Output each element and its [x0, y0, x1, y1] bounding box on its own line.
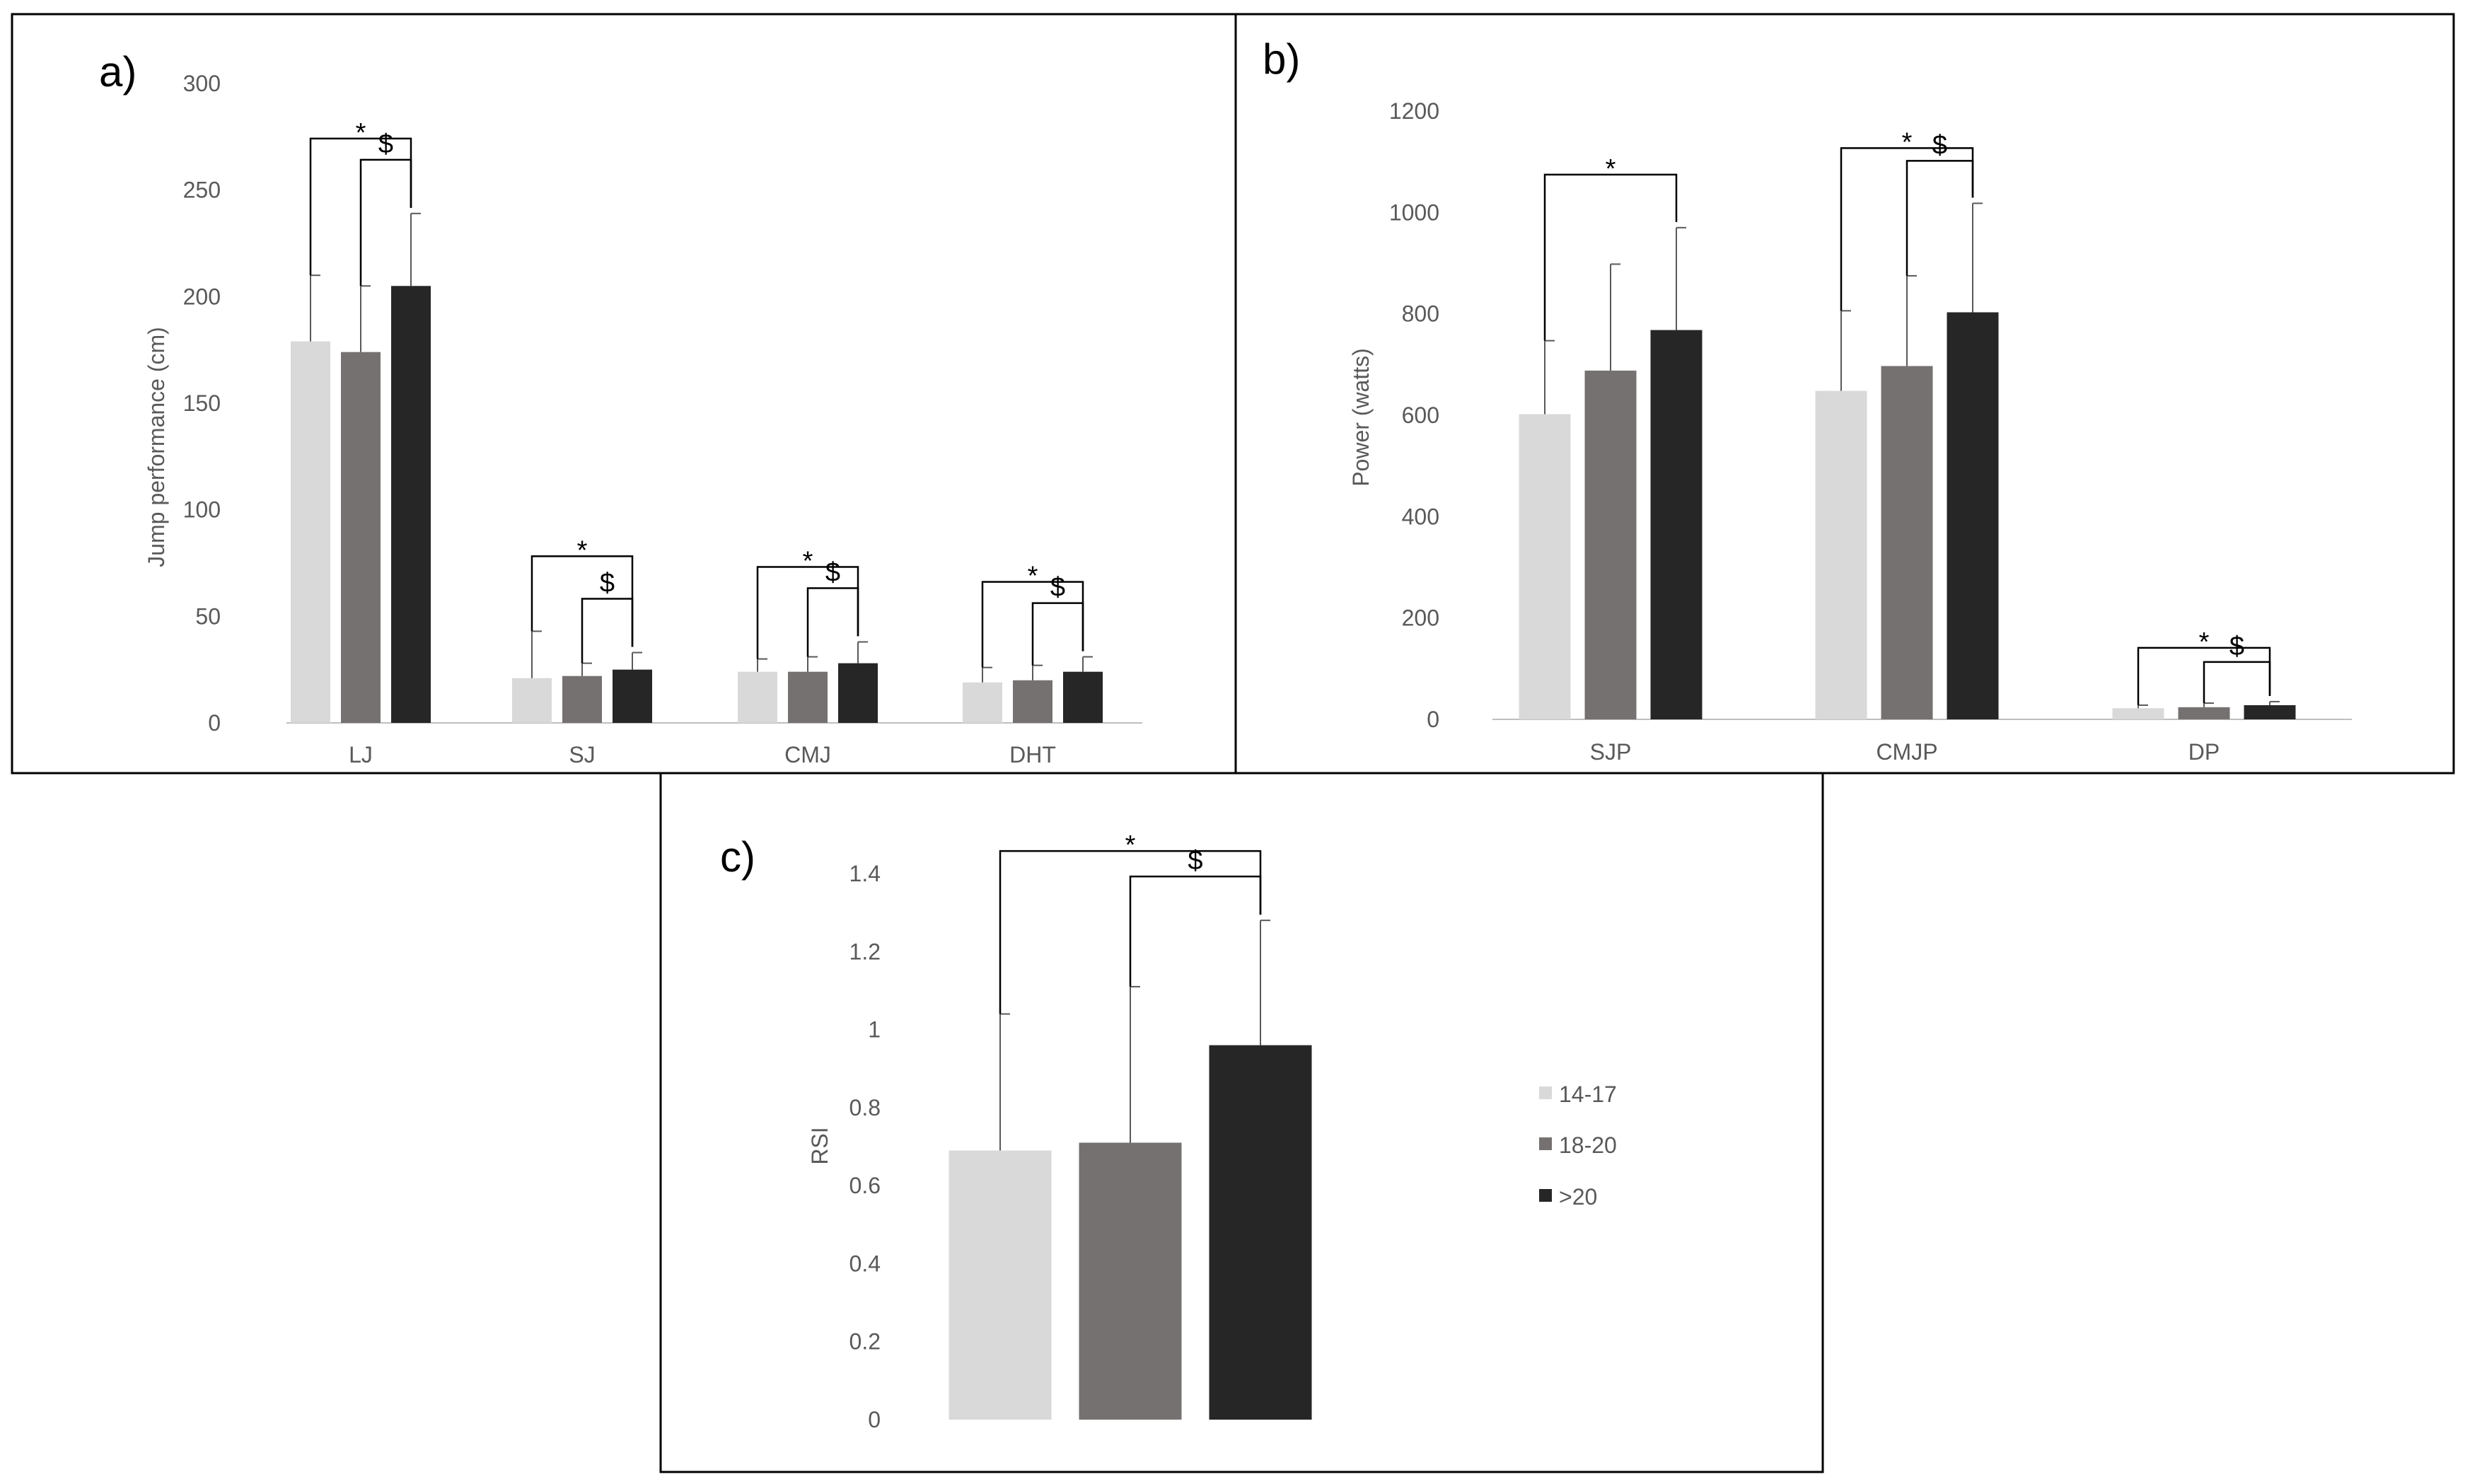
- panel-b-y-axis-title: Power (watts): [1348, 348, 1374, 487]
- panel-b-y-tick-label: 400: [1402, 504, 1439, 529]
- panel-b-x-tick-label-dp: DP: [2188, 739, 2220, 765]
- panel-a-significance-marker-lj-star: *: [356, 118, 366, 148]
- panel-a-significance-marker-lj-dollar: $: [378, 129, 393, 159]
- panel-a-significance-bracket-sj-dollar: [581, 598, 634, 663]
- panel-a-bar-cmj-18-20: [788, 671, 828, 723]
- panel-c-frame: [659, 772, 1824, 1473]
- panel-b-y-tick-label: 0: [1427, 707, 1439, 732]
- panel-b-bar-sjp-14-17: [1519, 414, 1571, 719]
- panel-c-y-tick-label: 1.2: [849, 939, 881, 964]
- panel-b-significance-bracket-sjp-star: [1543, 173, 1678, 341]
- panel-c-y-tick-label: 0: [868, 1407, 881, 1432]
- panel-a-bar-sj-18-20: [562, 676, 602, 723]
- panel-b-significance-marker-cmjp-star: *: [1902, 127, 1913, 157]
- panel-a-bar-cmj-14-17: [738, 671, 777, 723]
- panel-b-x-tick-label-sjp: SJP: [1590, 739, 1632, 765]
- panel-c-y-tick-label: 1.4: [849, 861, 881, 886]
- panel-a-significance-marker-cmj-dollar: $: [825, 557, 840, 587]
- panel-b-y-tick-label: 1200: [1389, 98, 1439, 124]
- legend-swatch-14-17: [1539, 1086, 1552, 1099]
- panel-c-y-axis-title: RSI: [807, 1127, 833, 1164]
- panel-a-label: a): [99, 48, 137, 95]
- panel-b-label: b): [1263, 35, 1300, 83]
- panel-a-bar-sj-gt20: [613, 669, 652, 723]
- panel-b-bar-dp-18-20: [2178, 707, 2230, 719]
- legend-label-18-20: 18-20: [1559, 1132, 1617, 1158]
- panel-c-bar-single-18-20: [1079, 1142, 1182, 1420]
- panel-a-y-tick-label: 0: [208, 710, 221, 736]
- panel-c-significance-marker-single-dollar: $: [1188, 846, 1202, 876]
- panel-a-significance-marker-sj-star: *: [577, 535, 588, 565]
- panel-b-significance-marker-cmjp-dollar: $: [1932, 130, 1947, 160]
- panel-a-y-tick-label: 100: [183, 497, 221, 523]
- panel-b-bar-dp-14-17: [2112, 708, 2164, 719]
- panel-b-x-tick-label-cmjp: CMJP: [1876, 739, 1937, 765]
- panel-a-y-tick-label: 50: [195, 603, 221, 629]
- legend: 14-17 18-20 >20: [1539, 1082, 1617, 1210]
- panel-c-plot: 0 0.2 0.4 0.6 0.8 1 1.2 1.4 * $: [849, 830, 1312, 1432]
- panel-c-label: c): [720, 833, 755, 881]
- panel-b-bar-cmjp-14-17: [1815, 390, 1867, 719]
- panel-a-significance-bracket-lj-dollar: [359, 158, 412, 286]
- panel-b-y-tick-label: 200: [1402, 605, 1439, 631]
- panel-a-x-tick-label-lj: LJ: [349, 742, 373, 767]
- panel-c-bar-single-14-17: [949, 1150, 1052, 1420]
- panel-a-y-tick-label: 300: [183, 71, 221, 96]
- panel-c-significance-bracket-single-dollar: [1129, 875, 1262, 987]
- panel-a-bar-lj-18-20: [341, 352, 381, 723]
- panel-b-significance-bracket-dp-dollar: [2203, 661, 2271, 704]
- panel-b-y-tick-label: 1000: [1389, 199, 1439, 225]
- legend-label-14-17: 14-17: [1559, 1082, 1617, 1107]
- panel-b-bar-cmjp-18-20: [1881, 366, 1933, 719]
- panel-b-bar-sjp-gt20: [1650, 330, 1703, 720]
- panel-a-y-axis-title: Jump performance (cm): [144, 327, 169, 567]
- panel-a-significance-marker-dht-star: *: [1028, 562, 1038, 591]
- panel-a-significance-marker-cmj-star: *: [803, 546, 813, 576]
- panel-a-significance-bracket-cmj-dollar: [806, 587, 859, 657]
- panel-a-y-tick-label: 250: [183, 178, 221, 203]
- panel-a-bar-dht-14-17: [963, 682, 1002, 723]
- panel-a-bar-dht-18-20: [1013, 680, 1052, 723]
- panel-b-significance-bracket-cmjp-dollar: [1906, 160, 1974, 276]
- panel-b-significance-marker-dp-dollar: $: [2229, 632, 2244, 661]
- panel-a-x-tick-label-dht: DHT: [1009, 742, 1056, 767]
- panel-c-y-tick-label: 1: [868, 1017, 881, 1043]
- panel-a-y-tick-label: 150: [183, 390, 221, 416]
- panel-b-significance-marker-sjp-star: *: [1606, 154, 1616, 184]
- panel-a-significance-marker-dht-dollar: $: [1050, 573, 1065, 603]
- panel-b-y-tick-label: 800: [1402, 301, 1439, 327]
- panel-b-bar-sjp-18-20: [1584, 370, 1637, 719]
- panel-a-bar-lj-14-17: [291, 341, 330, 723]
- panel-c-significance-marker-single-star: *: [1125, 830, 1136, 860]
- panel-b-bar-cmjp-gt20: [1947, 312, 1999, 719]
- panel-c-y-tick-label: 0.8: [849, 1095, 881, 1120]
- panel-b-significance-marker-dp-star: *: [2199, 627, 2210, 657]
- legend-label-gt20: >20: [1559, 1184, 1597, 1210]
- panel-b-plot: 0 200 400 600 800 1000 1200 SJP CMJP DP * * $ * $: [1389, 98, 2352, 765]
- panel-c-bar-single-gt20: [1209, 1045, 1312, 1420]
- panel-a-x-tick-label-cmj: CMJ: [784, 742, 831, 767]
- panel-a-y-tick-label: 200: [183, 284, 221, 309]
- panel-b-y-tick-label: 600: [1402, 402, 1439, 428]
- panel-b-bar-dp-gt20: [2244, 705, 2296, 719]
- panel-a-bar-sj-14-17: [512, 678, 552, 723]
- panel-b-frame: [1234, 13, 2455, 775]
- legend-swatch-gt20: [1539, 1189, 1552, 1202]
- panel-a-bar-lj-gt20: [391, 286, 431, 723]
- panel-a-x-tick-label-sj: SJ: [569, 742, 595, 767]
- panel-a-plot: 0 50 100 150 200 250 300 LJ SJ CMJ DHT * $ * $ * $ * $: [183, 71, 1142, 767]
- panel-a-bar-cmj-gt20: [838, 663, 878, 723]
- panel-a-bar-dht-gt20: [1063, 671, 1103, 723]
- panel-c-y-tick-label: 0.2: [849, 1329, 881, 1355]
- legend-swatch-18-20: [1539, 1137, 1552, 1150]
- panel-c-y-tick-label: 0.4: [849, 1251, 881, 1276]
- panel-a-significance-marker-sj-dollar: $: [600, 569, 615, 598]
- panel-c-y-tick-label: 0.6: [849, 1173, 881, 1198]
- panel-a-significance-bracket-dht-dollar: [1031, 602, 1084, 666]
